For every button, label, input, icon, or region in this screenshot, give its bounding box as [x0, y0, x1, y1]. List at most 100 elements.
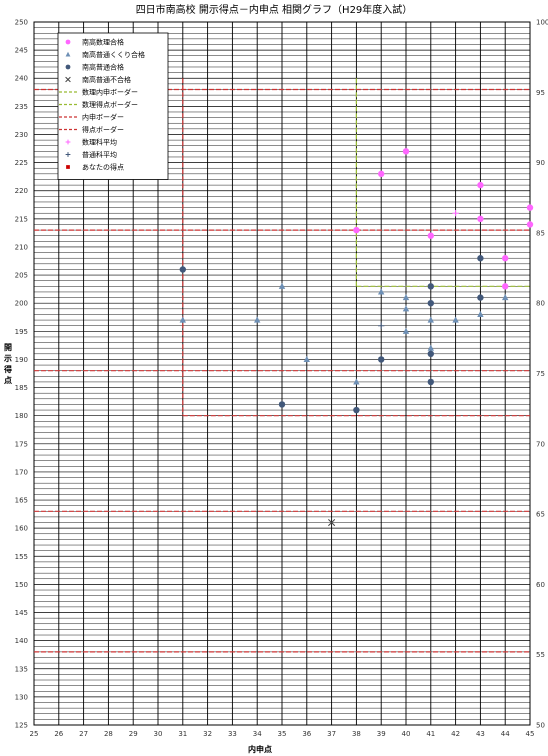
data-point	[526, 204, 534, 211]
legend-label: 得点ボーダー	[82, 125, 124, 134]
legend-label: 数理科平均	[82, 138, 117, 147]
y-tick-label: 155	[15, 553, 28, 561]
y-tick-label: 205	[15, 272, 28, 280]
legend-marker	[65, 51, 71, 57]
y-tick-label: 200	[15, 300, 28, 308]
data-point	[328, 518, 336, 527]
legend-marker	[66, 165, 70, 169]
data-point	[427, 316, 434, 323]
legend-marker	[65, 64, 71, 70]
y2-tick-label: 55	[536, 651, 545, 659]
y2-tick-label: 50	[536, 722, 545, 730]
plot-border	[33, 21, 531, 726]
data-point	[477, 181, 484, 189]
y2-tick-label: 65	[536, 511, 545, 519]
y2-tick-label: 85	[536, 229, 545, 237]
y-tick-label: 135	[15, 665, 28, 673]
data-point	[452, 316, 459, 323]
x-tick-label: 29	[129, 730, 138, 738]
y-axis-label-char: 得	[3, 364, 12, 374]
data-point	[278, 401, 286, 408]
legend-label: 数理内申ボーダー	[82, 88, 138, 97]
y-tick-label: 160	[15, 525, 28, 533]
y2-tick-label: 90	[536, 159, 545, 167]
legend-marker	[65, 152, 71, 157]
y-tick-label: 250	[15, 19, 28, 27]
y-tick-label: 230	[15, 131, 28, 139]
data-point	[427, 350, 434, 358]
x-tick-label: 30	[154, 730, 163, 738]
y-tick-label: 170	[15, 468, 28, 476]
data-point	[353, 406, 360, 414]
data-point	[502, 255, 509, 262]
data-point	[378, 288, 385, 295]
chart-title: 四日市南高校 開示得点－内申点 相関グラフ（H29年度入試）	[136, 3, 413, 16]
data-point	[427, 344, 434, 351]
data-point	[402, 148, 410, 155]
y-tick-label: 130	[15, 693, 28, 701]
data-point	[402, 327, 410, 334]
x-tick-label: 37	[327, 730, 336, 738]
y-axis-label-char: 点	[4, 375, 12, 385]
data-point	[378, 356, 385, 363]
x-tick-label: 39	[377, 730, 386, 738]
x-tick-label: 33	[228, 730, 237, 738]
y2-tick-label: 95	[536, 89, 545, 97]
y-tick-label: 195	[15, 328, 28, 336]
legend-label: 数理得点ボーダー	[82, 100, 138, 109]
x-axis-ticks: 25 26 27 28 29 30 31 32 33 34 35 36 37 38 39 40 41 42 43 44…	[30, 730, 535, 738]
data-point	[477, 294, 484, 301]
data-point	[477, 255, 484, 262]
data-point	[502, 293, 509, 301]
x-tick-label: 41	[426, 730, 435, 738]
legend-marker	[65, 76, 71, 83]
y2-tick-label: 75	[536, 370, 545, 378]
data-point	[402, 293, 410, 301]
y-axis-label-char: 示	[3, 354, 12, 363]
y-tick-label: 235	[15, 103, 28, 111]
y-tick-label: 245	[15, 47, 28, 55]
legend-label: あなたの得点	[82, 163, 124, 172]
x-tick-label: 28	[104, 730, 113, 738]
legend-label: 普通科平均	[82, 150, 117, 159]
data-point	[179, 266, 186, 273]
data-point	[254, 316, 261, 323]
x-tick-label: 34	[253, 730, 262, 738]
data-point	[378, 322, 385, 329]
y-tick-label: 140	[15, 637, 28, 645]
data-point	[353, 378, 360, 385]
data-point	[427, 378, 434, 386]
x-tick-label: 40	[402, 730, 411, 738]
legend-box	[57, 32, 169, 180]
data-point	[353, 226, 360, 234]
x-tick-label: 36	[302, 730, 311, 738]
y-axis-ticks: 125 130 135 140 145 150 155 160 165 170 175 180 185 1…	[15, 19, 28, 730]
y2-tick-label: 100	[536, 19, 548, 27]
data-point	[427, 232, 434, 239]
y-tick-label: 210	[15, 243, 28, 251]
legend-label: 南高普通合格	[82, 63, 124, 72]
y2-tick-label: 70	[536, 440, 545, 448]
x-tick-label: 32	[203, 730, 212, 738]
y-tick-label: 125	[15, 722, 28, 730]
legend: 南高数理合格南高普通くくり合格南高普通合格南高普通不合格数理内申ボーダー数理得点…	[57, 32, 169, 180]
y-tick-label: 225	[15, 159, 28, 167]
legend-label: 南高普通不合格	[82, 75, 131, 84]
legend-label: 内申ボーダー	[82, 113, 124, 122]
data-point	[477, 310, 484, 318]
legend-label: 南高数理合格	[82, 38, 124, 47]
data-point	[502, 283, 509, 290]
x-tick-label: 25	[30, 730, 39, 738]
plot-frame	[33, 21, 531, 726]
y-tick-label: 185	[15, 384, 28, 392]
legend-label: 南高普通くくり合格	[82, 50, 145, 59]
data-point	[179, 316, 186, 323]
data-points	[179, 148, 534, 527]
y-tick-label: 175	[15, 440, 28, 448]
legend-marker	[65, 39, 71, 45]
y2-tick-label: 80	[536, 300, 545, 308]
x-tick-label: 26	[54, 730, 63, 738]
y-tick-label: 180	[15, 412, 28, 420]
y-axis-label: 開示得点	[3, 343, 12, 385]
